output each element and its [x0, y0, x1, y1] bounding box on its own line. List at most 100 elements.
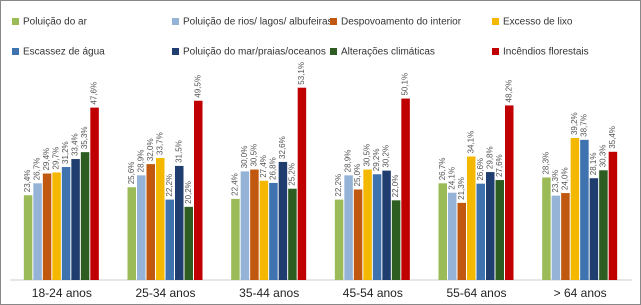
value-label: 31,2%: [61, 141, 70, 164]
bar: [382, 170, 391, 280]
value-label: 20,2%: [184, 181, 193, 204]
bar: [486, 172, 495, 280]
value-label: 33,4%: [71, 133, 80, 156]
legend-swatch: [492, 48, 499, 55]
value-label: 49,5%: [193, 75, 202, 98]
legend-label: Escassez de água: [23, 47, 105, 58]
bar: [561, 193, 570, 280]
bar: [165, 199, 174, 280]
bar: [288, 188, 297, 280]
value-label: 26,6%: [476, 158, 485, 181]
x-tick-label: 55-64 anos: [446, 286, 506, 300]
value-label: 24,0%: [561, 167, 570, 190]
value-label: 28,1%: [589, 153, 598, 176]
value-label: 30,3%: [599, 145, 608, 168]
value-label: 32,0%: [146, 138, 155, 161]
bar: [194, 100, 203, 280]
value-label: 29,8%: [485, 146, 494, 169]
bar: [457, 202, 466, 280]
value-label: 22,2%: [334, 174, 343, 197]
bar: [297, 87, 307, 280]
x-tick-label: > 64 anos: [554, 286, 607, 300]
bar: [269, 182, 278, 280]
value-label: 29,2%: [372, 149, 381, 172]
bar: [476, 183, 485, 280]
bar: [33, 183, 42, 280]
value-label: 28,9%: [344, 150, 353, 173]
bar: [137, 175, 146, 280]
value-label: 34,1%: [466, 131, 475, 154]
value-label: 47,6%: [90, 82, 99, 105]
bar: [61, 167, 71, 280]
bar: [156, 157, 165, 280]
bar: [495, 180, 504, 280]
bar: [23, 195, 33, 280]
value-label: 27,4%: [259, 155, 268, 178]
bar: [580, 139, 589, 280]
x-tick-label: 18-24 anos: [32, 286, 92, 300]
value-label: 26,7%: [438, 158, 447, 181]
bar: [344, 175, 353, 280]
legend-swatch: [330, 48, 337, 55]
bar: [52, 172, 61, 280]
x-tick-label: 25-34 anos: [135, 286, 195, 300]
bar: [608, 151, 618, 280]
value-label: 28,9%: [136, 150, 145, 173]
legend-label: Alterações climáticas: [341, 47, 435, 58]
bar: [391, 200, 401, 280]
bar: [505, 105, 514, 280]
legend-label: Despovoamento do interior: [341, 17, 462, 28]
value-label: 25,2%: [288, 163, 297, 186]
legend-swatch: [492, 18, 499, 25]
bar: [353, 189, 363, 280]
bar: [80, 152, 90, 280]
legend-label: Incêndios florestais: [503, 47, 589, 58]
bar: [372, 174, 382, 280]
bar: [448, 192, 457, 280]
value-label: 31,5%: [174, 140, 183, 163]
legend-label: Poluição do ar: [23, 17, 88, 28]
value-label: 22,2%: [165, 174, 174, 197]
value-label: 30,2%: [382, 145, 391, 168]
bar: [467, 156, 476, 280]
value-label: 25,0%: [353, 164, 362, 187]
value-label: 21,3%: [457, 177, 466, 200]
value-label: 33,7%: [155, 132, 164, 155]
legend-swatch: [12, 18, 19, 25]
value-label: 30,0%: [240, 146, 249, 169]
legend-swatch: [12, 48, 19, 55]
value-label: 23,4%: [23, 170, 32, 193]
bar: [259, 180, 269, 280]
value-label: 27,6%: [495, 154, 504, 177]
legend-label: Poluição do mar/praias/oceanos: [183, 47, 326, 58]
legend-label: Poluição de rios/ lagos/ albufeiras: [183, 17, 333, 28]
bar: [175, 165, 184, 280]
bar: [401, 98, 410, 280]
value-label: 29,7%: [52, 147, 61, 170]
bar: [363, 169, 372, 280]
value-label: 38,7%: [580, 114, 589, 137]
value-label: 29,4%: [42, 148, 51, 171]
bar: [240, 171, 250, 280]
value-label: 24,1%: [447, 167, 456, 190]
bar: [438, 183, 447, 280]
legend-swatch: [330, 18, 337, 25]
value-label: 53,1%: [297, 62, 306, 85]
legend-label: Excesso de lixo: [503, 17, 573, 28]
value-label: 28,3%: [542, 152, 551, 175]
value-label: 48,2%: [504, 80, 513, 103]
bar: [589, 178, 599, 280]
legend-swatch: [172, 48, 179, 55]
bar: [334, 199, 344, 280]
bar: [231, 198, 240, 280]
bar: [90, 107, 99, 281]
value-label: 23,3%: [551, 170, 560, 193]
bar: [127, 187, 136, 280]
legend-swatch: [172, 18, 179, 25]
x-tick-label: 35-44 anos: [239, 286, 299, 300]
value-label: 35,3%: [80, 126, 89, 149]
value-label: 26,8%: [269, 157, 278, 180]
bar: [146, 164, 155, 280]
